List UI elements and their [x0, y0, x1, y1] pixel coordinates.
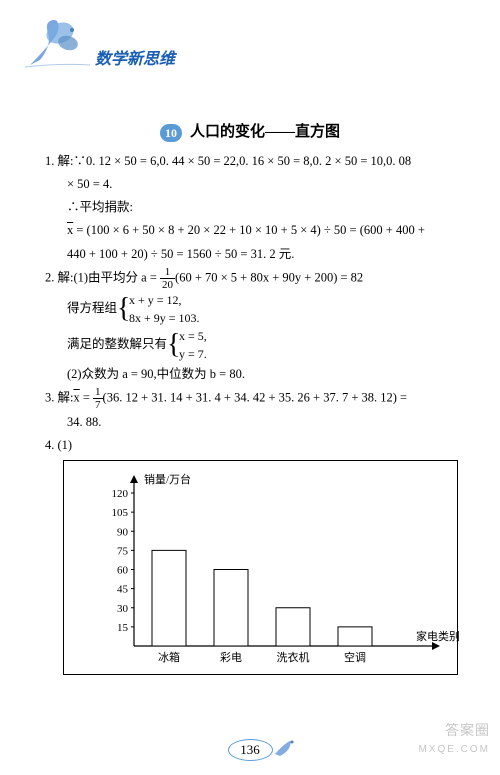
- content-body: 1. 解:∵0. 12 × 50 = 6,0. 44 × 50 = 22,0. …: [45, 150, 465, 675]
- p2-line3: 满足的整数解只有x = 5,y = 7.: [45, 327, 465, 363]
- section-header: 10 人口的变化——直方图: [0, 120, 500, 142]
- svg-text:销量/万台: 销量/万台: [144, 472, 191, 486]
- p1-line4: x = (100 × 6 + 50 × 8 + 20 × 22 + 10 × 1…: [45, 219, 465, 242]
- svg-text:彩电: 彩电: [220, 651, 242, 664]
- section-title: 人口的变化——直方图: [190, 124, 340, 140]
- fraction: 17: [93, 386, 103, 411]
- p3-line2: 34. 88.: [45, 411, 465, 434]
- svg-text:空调: 空调: [344, 650, 366, 664]
- svg-text:105: 105: [112, 508, 129, 520]
- p1-line5: 440 + 100 + 20) ÷ 50 = 1560 ÷ 50 = 31. 2…: [45, 243, 465, 266]
- page-flourish-icon: [270, 734, 300, 764]
- p1-line1: 1. 解:∵0. 12 × 50 = 6,0. 44 × 50 = 22,0. …: [45, 150, 465, 173]
- svg-text:120: 120: [112, 488, 129, 500]
- equation-system: x + y = 12,8x + 9y = 103.: [117, 291, 200, 327]
- p2-line2: 得方程组x + y = 12,8x + 9y = 103.: [45, 291, 465, 327]
- svg-text:45: 45: [117, 584, 129, 596]
- p1-line3: ∴平均捐款:: [45, 196, 465, 219]
- p4-label: 4. (1): [45, 434, 465, 457]
- watermark-main: 答案圈: [445, 720, 490, 740]
- svg-text:75: 75: [117, 546, 129, 558]
- svg-text:30: 30: [117, 603, 129, 615]
- p2-line4: (2)众数为 a = 90,中位数为 b = 80.: [45, 363, 465, 386]
- section-number-badge: 10: [160, 124, 182, 142]
- book-title: 数学新思维: [95, 45, 175, 69]
- p1-line2: × 50 = 4.: [45, 173, 465, 196]
- p3-line1: 3. 解:x = 17(36. 12 + 31. 14 + 31. 4 + 34…: [45, 386, 465, 411]
- header-flower-icon: [20, 15, 95, 75]
- page-number: 136: [228, 739, 273, 761]
- svg-text:90: 90: [117, 527, 129, 539]
- svg-text:洗衣机: 洗衣机: [277, 650, 310, 664]
- bar-chart: 15 30 45 60 75 90 105 120 销量/万台家电类别冰箱 彩电 洗衣机 空调: [63, 460, 458, 675]
- svg-text:60: 60: [117, 565, 129, 577]
- svg-text:冰箱: 冰箱: [158, 650, 180, 664]
- p2-line1: 2. 解:(1)由平均分 a = 120(60 + 70 × 5 + 80x +…: [45, 266, 465, 291]
- svg-text:15: 15: [117, 622, 129, 634]
- solution-system: x = 5,y = 7.: [167, 327, 207, 363]
- svg-text:家电类别: 家电类别: [416, 629, 459, 643]
- fraction: 120: [160, 266, 175, 291]
- watermark-sub: MXQE.COM: [418, 744, 490, 755]
